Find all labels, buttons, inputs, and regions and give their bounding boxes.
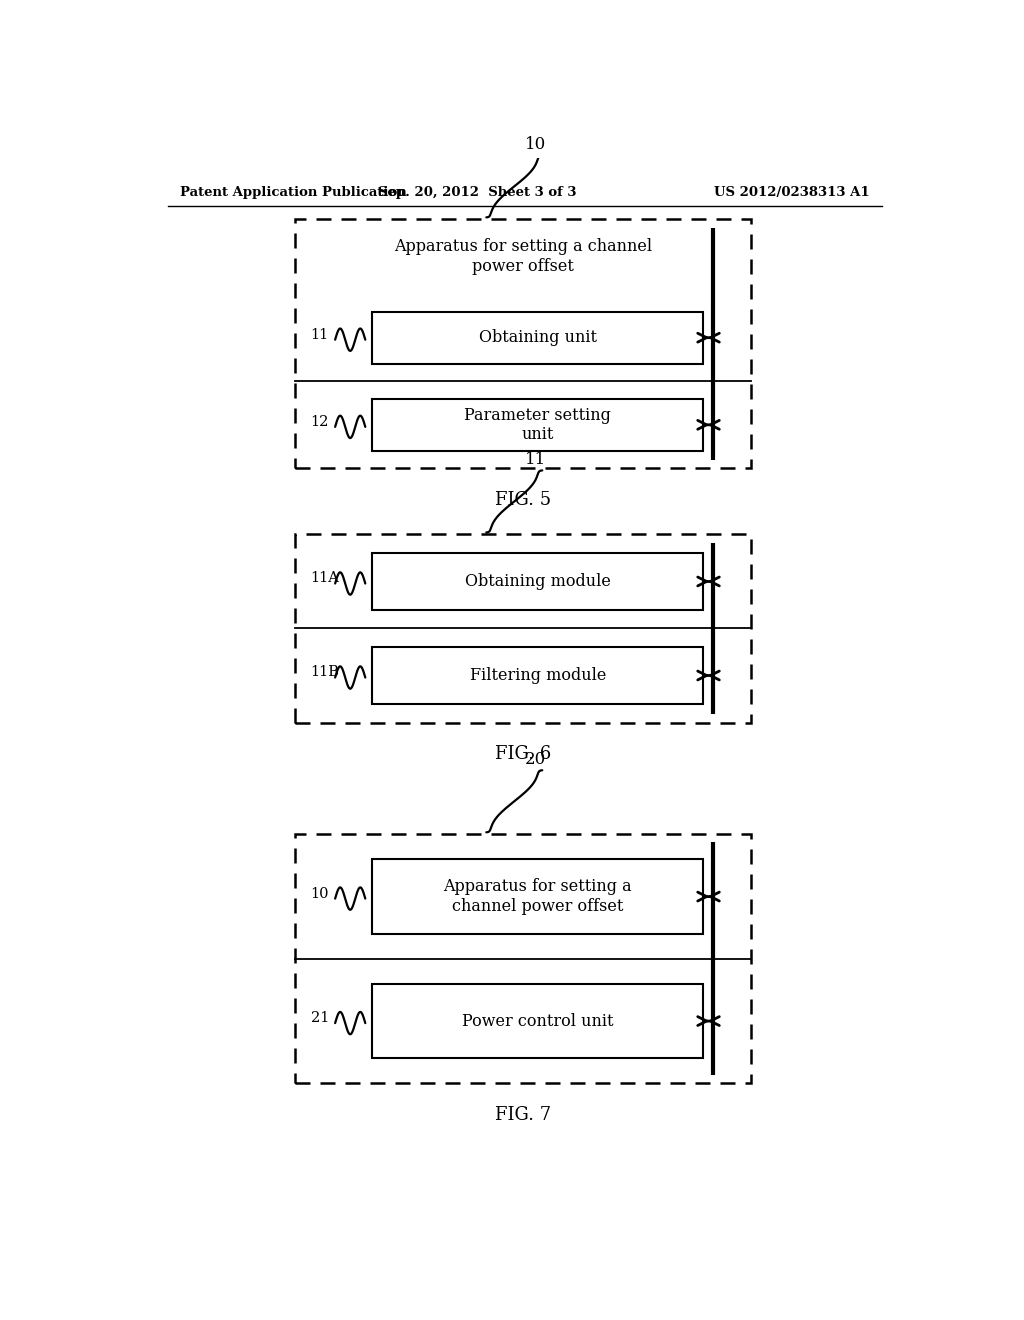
Text: Parameter setting
unit: Parameter setting unit bbox=[465, 407, 611, 444]
Text: FIG. 7: FIG. 7 bbox=[495, 1106, 551, 1123]
Bar bbox=[373, 647, 703, 704]
Text: 10: 10 bbox=[310, 887, 329, 900]
Text: Power control unit: Power control unit bbox=[462, 1012, 613, 1030]
Text: 11B: 11B bbox=[310, 665, 339, 680]
Text: US 2012/0238313 A1: US 2012/0238313 A1 bbox=[715, 186, 870, 199]
Text: 20: 20 bbox=[524, 751, 546, 768]
Bar bbox=[373, 399, 703, 451]
Text: 11: 11 bbox=[524, 451, 546, 469]
Text: FIG. 5: FIG. 5 bbox=[495, 491, 551, 508]
Text: Filtering module: Filtering module bbox=[470, 667, 606, 684]
Text: 11: 11 bbox=[310, 327, 329, 342]
Bar bbox=[373, 859, 703, 935]
Bar bbox=[373, 312, 703, 364]
Text: Apparatus for setting a channel
power offset: Apparatus for setting a channel power of… bbox=[394, 239, 652, 275]
Text: 12: 12 bbox=[310, 414, 329, 429]
Text: Obtaining module: Obtaining module bbox=[465, 573, 611, 590]
Bar bbox=[295, 834, 751, 1084]
Text: FIG. 6: FIG. 6 bbox=[495, 744, 551, 763]
Bar bbox=[373, 553, 703, 610]
Text: 10: 10 bbox=[524, 136, 546, 153]
Text: 11A: 11A bbox=[310, 572, 339, 586]
Text: Obtaining unit: Obtaining unit bbox=[479, 329, 597, 346]
Bar bbox=[295, 219, 751, 469]
Bar bbox=[295, 535, 751, 722]
Text: Patent Application Publication: Patent Application Publication bbox=[179, 186, 407, 199]
Bar bbox=[373, 983, 703, 1059]
Text: 21: 21 bbox=[310, 1011, 329, 1026]
Text: Sep. 20, 2012  Sheet 3 of 3: Sep. 20, 2012 Sheet 3 of 3 bbox=[378, 186, 577, 199]
Text: Apparatus for setting a
channel power offset: Apparatus for setting a channel power of… bbox=[443, 878, 632, 915]
